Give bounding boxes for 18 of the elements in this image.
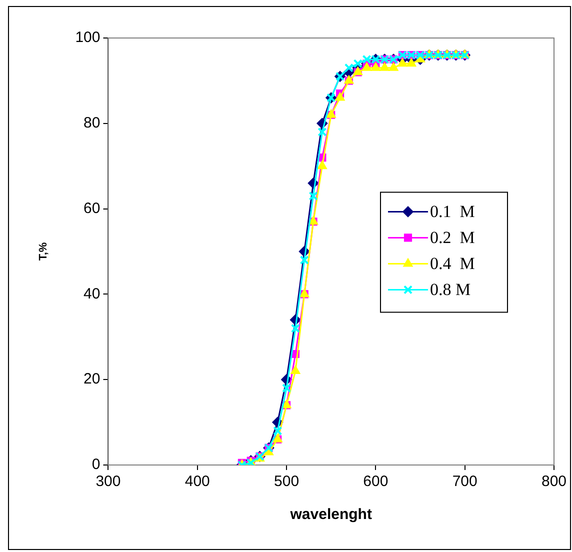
y-tick-label: 20 [84,370,100,388]
x-tick-label: 500 [274,473,300,490]
legend-label: 0.4 M [430,254,475,274]
legend-label: 0.1 M [430,202,475,222]
x-tick-label: 600 [363,473,388,490]
y-tick-label: 40 [84,285,100,302]
y-tick-label: 0 [92,456,100,474]
y-tick-label: 60 [84,200,100,217]
y-tick-label: 100 [75,29,100,46]
x-tick-label: 400 [184,473,210,490]
x-tick-label: 300 [96,473,121,490]
x-axis-title: wavelenght [289,506,372,524]
x-tick-label: 800 [541,473,567,490]
y-axis-title: T,% [38,242,50,261]
x-tick-label: 700 [452,473,478,490]
legend-label: 0.2 M [430,228,475,248]
y-tick-label: 80 [84,114,100,132]
legend-label: 0.8 M [430,280,471,300]
